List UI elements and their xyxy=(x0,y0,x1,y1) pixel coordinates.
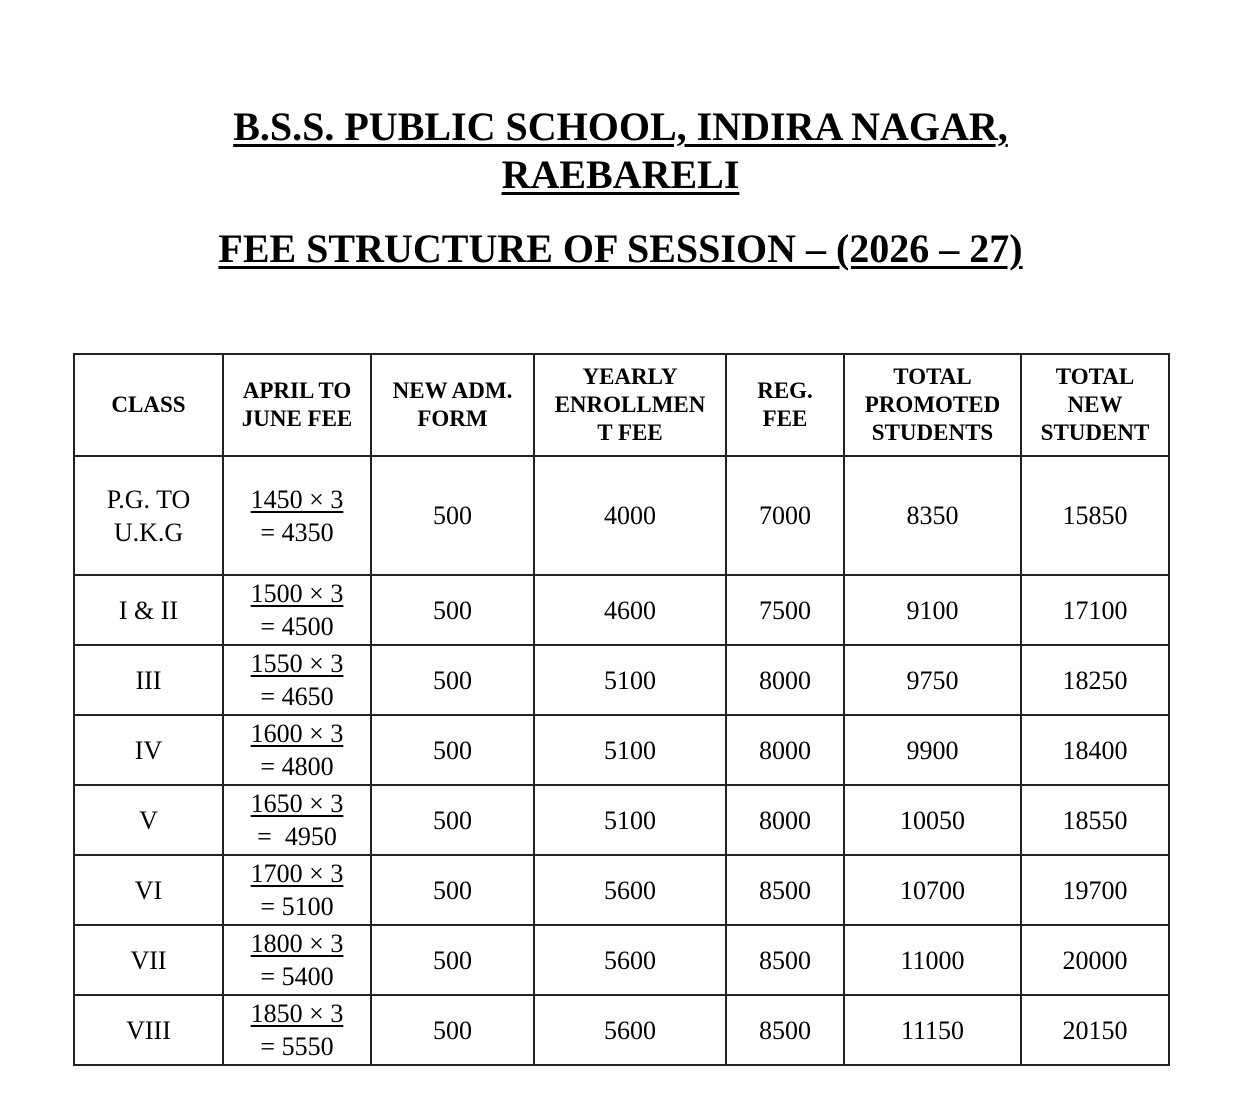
school-name-line1: B.S.S. PUBLIC SCHOOL, INDIRA NAGAR, xyxy=(233,104,1008,149)
cell-new-adm-form: 500 xyxy=(370,994,535,1066)
cell-new-adm-form: 500 xyxy=(370,574,535,646)
cell-class: IV xyxy=(73,714,224,786)
cell-yearly-enrollment-fee: 4600 xyxy=(533,574,727,646)
cell-yearly-enrollment-fee: 5600 xyxy=(533,854,727,926)
cell-new-adm-form: 500 xyxy=(370,455,535,576)
fee-result: = 4950 xyxy=(257,822,337,851)
cell-class: III xyxy=(73,644,224,716)
fee-result: = 4800 xyxy=(260,752,334,781)
cell-total-promoted: 11150 xyxy=(843,994,1022,1066)
school-name-line2: RAEBARELI xyxy=(501,152,740,197)
cell-total-new: 18400 xyxy=(1020,714,1170,786)
column-header-total-promoted: TOTAL PROMOTED STUDENTS xyxy=(843,353,1022,457)
column-header-class: CLASS xyxy=(73,353,224,457)
column-header-yearly-enrollment-fee: YEARLY ENROLLMEN T FEE xyxy=(533,353,727,457)
cell-reg-fee: 8500 xyxy=(725,854,845,926)
cell-class: VII xyxy=(73,924,224,996)
cell-class: VIII xyxy=(73,994,224,1066)
cell-total-promoted: 10050 xyxy=(843,784,1022,856)
cell-april-june-fee: 1500 × 3 = 4500 xyxy=(222,574,372,646)
cell-total-new: 17100 xyxy=(1020,574,1170,646)
cell-yearly-enrollment-fee: 5600 xyxy=(533,924,727,996)
cell-new-adm-form: 500 xyxy=(370,854,535,926)
fee-table: CLASS APRIL TO JUNE FEE NEW ADM. FORM YE… xyxy=(73,353,1170,1066)
cell-april-june-fee: 1550 × 3 = 4650 xyxy=(222,644,372,716)
column-header-new-adm-form: NEW ADM. FORM xyxy=(370,353,535,457)
fee-multiplication: 1700 × 3 xyxy=(250,859,344,888)
cell-total-new: 18250 xyxy=(1020,644,1170,716)
cell-total-promoted: 9100 xyxy=(843,574,1022,646)
cell-total-promoted: 9900 xyxy=(843,714,1022,786)
cell-new-adm-form: 500 xyxy=(370,644,535,716)
fee-result: = 4500 xyxy=(260,612,334,641)
cell-total-new: 20150 xyxy=(1020,994,1170,1066)
cell-total-promoted: 10700 xyxy=(843,854,1022,926)
cell-new-adm-form: 500 xyxy=(370,784,535,856)
table-row: P.G. TO U.K.G 1450 × 3 = 4350 500 4000 7000 83… xyxy=(73,455,1170,576)
cell-reg-fee: 8000 xyxy=(725,644,845,716)
cell-class: P.G. TO U.K.G xyxy=(73,455,224,576)
table-row: VI 1700 × 3 = 5100 500 5600 8500 10700 19700 xyxy=(73,854,1170,926)
cell-april-june-fee: 1800 × 3 = 5400 xyxy=(222,924,372,996)
cell-new-adm-form: 500 xyxy=(370,924,535,996)
cell-total-new: 19700 xyxy=(1020,854,1170,926)
fee-result: = 4350 xyxy=(260,517,334,547)
cell-total-new: 18550 xyxy=(1020,784,1170,856)
cell-april-june-fee: 1650 × 3 = 4950 xyxy=(222,784,372,856)
fee-multiplication: 1450 × 3 xyxy=(250,484,344,514)
cell-class: V xyxy=(73,784,224,856)
table-row: VIII 1850 × 3 = 5550 500 5600 8500 11150 20150 xyxy=(73,994,1170,1066)
table-row: V 1650 × 3 = 4950 500 5100 8000 10050 18550 xyxy=(73,784,1170,856)
cell-april-june-fee: 1850 × 3 = 5550 xyxy=(222,994,372,1066)
cell-total-promoted: 9750 xyxy=(843,644,1022,716)
cell-reg-fee: 7500 xyxy=(725,574,845,646)
table-row: I & II 1500 × 3 = 4500 500 4600 7500 9100 17100 xyxy=(73,574,1170,646)
fee-multiplication: 1650 × 3 xyxy=(250,789,344,818)
cell-class: I & II xyxy=(73,574,224,646)
cell-reg-fee: 8500 xyxy=(725,924,845,996)
fee-multiplication: 1850 × 3 xyxy=(250,999,344,1028)
table-row: III 1550 × 3 = 4650 500 5100 8000 9750 18250 xyxy=(73,644,1170,716)
cell-total-new: 15850 xyxy=(1020,455,1170,576)
fee-multiplication: 1800 × 3 xyxy=(250,929,344,958)
fee-result: = 4650 xyxy=(260,682,334,711)
cell-new-adm-form: 500 xyxy=(370,714,535,786)
cell-total-promoted: 8350 xyxy=(843,455,1022,576)
cell-april-june-fee: 1450 × 3 = 4350 xyxy=(222,455,372,576)
column-header-april-june-fee: APRIL TO JUNE FEE xyxy=(222,353,372,457)
fee-structure-title: FEE STRUCTURE OF SESSION – (2026 – 27) xyxy=(218,226,1023,271)
table-header-row: CLASS APRIL TO JUNE FEE NEW ADM. FORM YE… xyxy=(73,353,1170,457)
fee-result: = 5100 xyxy=(260,892,334,921)
cell-reg-fee: 8000 xyxy=(725,784,845,856)
fee-result: = 5550 xyxy=(260,1032,334,1061)
column-header-reg-fee: REG. FEE xyxy=(725,353,845,457)
fee-multiplication: 1500 × 3 xyxy=(250,579,344,608)
fee-result: = 5400 xyxy=(260,962,334,991)
column-header-total-new: TOTAL NEW STUDENT xyxy=(1020,353,1170,457)
table-row: IV 1600 × 3 = 4800 500 5100 8000 9900 18400 xyxy=(73,714,1170,786)
cell-yearly-enrollment-fee: 5100 xyxy=(533,714,727,786)
cell-reg-fee: 8000 xyxy=(725,714,845,786)
cell-total-new: 20000 xyxy=(1020,924,1170,996)
table-row: VII 1800 × 3 = 5400 500 5600 8500 11000 20000 xyxy=(73,924,1170,996)
cell-april-june-fee: 1600 × 3 = 4800 xyxy=(222,714,372,786)
cell-yearly-enrollment-fee: 5600 xyxy=(533,994,727,1066)
cell-reg-fee: 7000 xyxy=(725,455,845,576)
cell-yearly-enrollment-fee: 5100 xyxy=(533,784,727,856)
cell-yearly-enrollment-fee: 5100 xyxy=(533,644,727,716)
cell-total-promoted: 11000 xyxy=(843,924,1022,996)
cell-yearly-enrollment-fee: 4000 xyxy=(533,455,727,576)
cell-class: VI xyxy=(73,854,224,926)
fee-multiplication: 1600 × 3 xyxy=(250,719,344,748)
fee-multiplication: 1550 × 3 xyxy=(250,649,344,678)
cell-reg-fee: 8500 xyxy=(725,994,845,1066)
cell-april-june-fee: 1700 × 3 = 5100 xyxy=(222,854,372,926)
